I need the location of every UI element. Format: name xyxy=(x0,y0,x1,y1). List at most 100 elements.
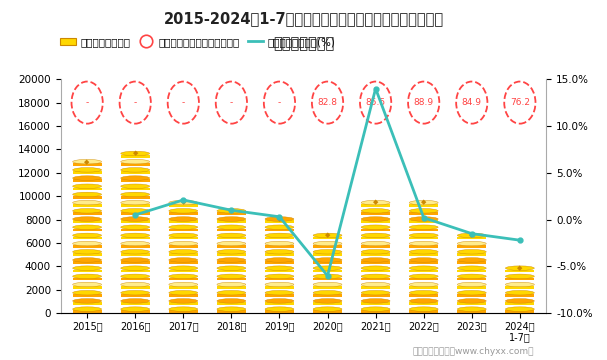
Bar xyxy=(265,245,294,248)
Bar xyxy=(73,188,101,190)
Ellipse shape xyxy=(217,274,246,279)
Bar xyxy=(73,212,101,215)
Ellipse shape xyxy=(265,249,294,254)
Ellipse shape xyxy=(313,307,342,311)
Ellipse shape xyxy=(506,282,534,287)
Ellipse shape xyxy=(265,233,294,238)
Bar xyxy=(169,302,198,305)
Ellipse shape xyxy=(457,241,486,246)
Text: ◆: ◆ xyxy=(277,216,282,222)
Bar xyxy=(121,229,150,231)
Bar xyxy=(217,245,246,248)
Ellipse shape xyxy=(169,299,198,303)
Ellipse shape xyxy=(215,81,247,124)
Bar xyxy=(265,270,294,272)
Bar xyxy=(121,294,150,297)
Ellipse shape xyxy=(73,266,101,270)
Bar xyxy=(73,204,101,207)
Ellipse shape xyxy=(361,217,390,221)
Bar xyxy=(361,278,390,280)
Ellipse shape xyxy=(457,266,486,270)
Bar xyxy=(409,204,438,207)
Ellipse shape xyxy=(265,274,294,279)
Bar xyxy=(121,261,150,264)
Ellipse shape xyxy=(408,81,439,124)
Ellipse shape xyxy=(409,299,438,303)
Bar xyxy=(265,253,294,256)
Bar xyxy=(265,220,294,223)
Bar xyxy=(313,294,342,297)
Bar xyxy=(313,237,342,239)
Ellipse shape xyxy=(313,274,342,279)
Bar xyxy=(73,278,101,280)
Bar xyxy=(121,155,150,158)
Bar xyxy=(169,261,198,264)
Text: 84.9: 84.9 xyxy=(462,98,482,107)
Bar xyxy=(265,261,294,264)
Bar xyxy=(409,220,438,223)
Ellipse shape xyxy=(313,249,342,254)
Ellipse shape xyxy=(217,249,246,254)
Ellipse shape xyxy=(504,81,535,124)
Text: 76.2: 76.2 xyxy=(510,98,530,107)
Bar xyxy=(73,220,101,223)
Ellipse shape xyxy=(409,208,438,213)
Text: -: - xyxy=(278,98,281,107)
Text: -: - xyxy=(230,98,233,107)
Ellipse shape xyxy=(169,258,198,262)
Bar xyxy=(169,294,198,297)
Ellipse shape xyxy=(73,225,101,229)
Ellipse shape xyxy=(506,266,534,270)
Ellipse shape xyxy=(217,258,246,262)
Text: ◆: ◆ xyxy=(325,233,330,238)
Bar xyxy=(169,270,198,272)
Ellipse shape xyxy=(409,249,438,254)
Bar xyxy=(457,245,486,248)
Ellipse shape xyxy=(169,249,198,254)
Bar xyxy=(73,163,101,166)
Bar xyxy=(121,286,150,289)
Bar xyxy=(121,212,150,215)
Ellipse shape xyxy=(361,274,390,279)
Bar xyxy=(457,278,486,280)
Bar xyxy=(217,286,246,289)
Bar xyxy=(217,278,246,280)
Legend: 营业收入（亿元）, 平均用工人数累计值（万人）, 营业收入累计增长(%): 营业收入（亿元）, 平均用工人数累计值（万人）, 营业收入累计增长(%) xyxy=(56,33,340,51)
Bar xyxy=(361,253,390,256)
Ellipse shape xyxy=(456,81,487,124)
Ellipse shape xyxy=(265,217,294,221)
Ellipse shape xyxy=(121,291,150,295)
Bar xyxy=(73,310,101,313)
Ellipse shape xyxy=(73,274,101,279)
Bar xyxy=(361,212,390,215)
Bar xyxy=(169,204,198,207)
Bar xyxy=(121,253,150,256)
Bar xyxy=(217,237,246,239)
Ellipse shape xyxy=(409,201,438,205)
Bar xyxy=(217,302,246,305)
Ellipse shape xyxy=(121,225,150,229)
Ellipse shape xyxy=(265,266,294,270)
Bar xyxy=(313,253,342,256)
Ellipse shape xyxy=(120,81,151,124)
Ellipse shape xyxy=(457,299,486,303)
Bar xyxy=(409,286,438,289)
Ellipse shape xyxy=(217,266,246,270)
Ellipse shape xyxy=(121,184,150,189)
Ellipse shape xyxy=(409,274,438,279)
Bar xyxy=(409,253,438,256)
Ellipse shape xyxy=(409,282,438,287)
Bar xyxy=(169,310,198,313)
Bar xyxy=(361,229,390,231)
Ellipse shape xyxy=(121,168,150,172)
Bar xyxy=(457,261,486,264)
Ellipse shape xyxy=(73,176,101,180)
Text: 82.8: 82.8 xyxy=(317,98,337,107)
Ellipse shape xyxy=(121,159,150,164)
Bar xyxy=(265,229,294,231)
Ellipse shape xyxy=(313,241,342,246)
Bar xyxy=(313,270,342,272)
Text: -: - xyxy=(134,98,137,107)
Ellipse shape xyxy=(169,266,198,270)
Ellipse shape xyxy=(121,266,150,270)
